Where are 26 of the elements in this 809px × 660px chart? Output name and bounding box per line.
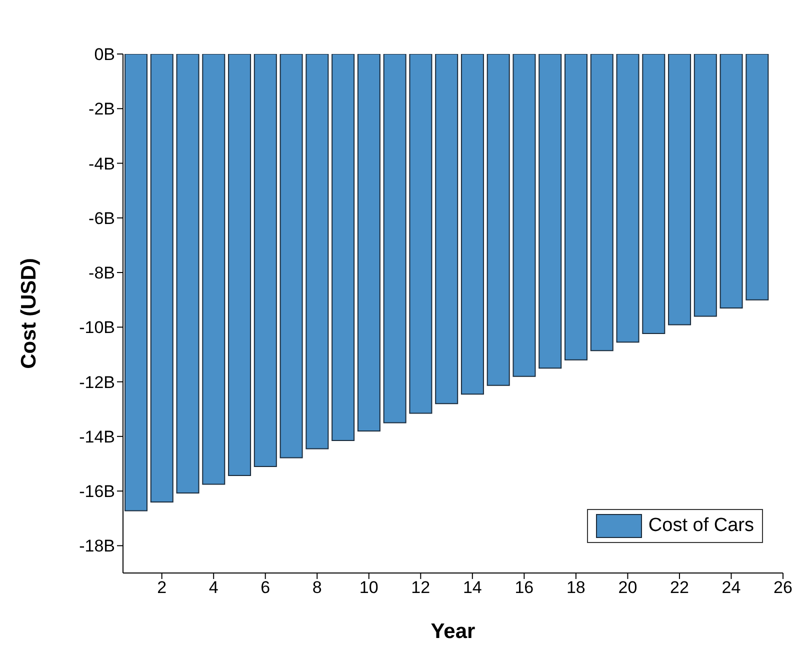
x-tick-label: 16 <box>514 578 534 598</box>
y-tick-label: -10B <box>79 318 115 338</box>
x-tick-label: 26 <box>774 578 792 598</box>
x-tick-label: 22 <box>670 578 689 598</box>
legend-label: Cost of Cars <box>648 515 754 537</box>
x-tick-label: 10 <box>359 578 378 598</box>
y-tick-label: -6B <box>88 208 115 228</box>
x-tick-label: 14 <box>462 578 482 598</box>
y-tick-label: -16B <box>79 482 115 502</box>
y-tick-label: -2B <box>88 100 115 119</box>
x-tick-label: 12 <box>411 578 430 598</box>
x-tick-label: 4 <box>208 578 218 598</box>
x-tick-label: 18 <box>566 578 586 598</box>
x-tick-label: 6 <box>260 578 270 598</box>
y-tick-label: -8B <box>88 264 115 283</box>
y-tick-label: -18B <box>79 536 115 556</box>
y-tick-label: -12B <box>79 372 115 392</box>
x-tick-label: 24 <box>722 578 741 598</box>
y-tick-label: 0B <box>94 45 115 64</box>
x-tick-label: 20 <box>618 578 638 598</box>
y-tick-label: -14B <box>79 427 115 446</box>
x-tick-label: 8 <box>312 578 322 598</box>
y-axis-title: Cost (USD) <box>17 258 40 369</box>
y-tick-label: -4B <box>88 154 115 174</box>
x-tick-label: 2 <box>157 578 167 598</box>
x-axis-title: Year <box>430 620 476 643</box>
